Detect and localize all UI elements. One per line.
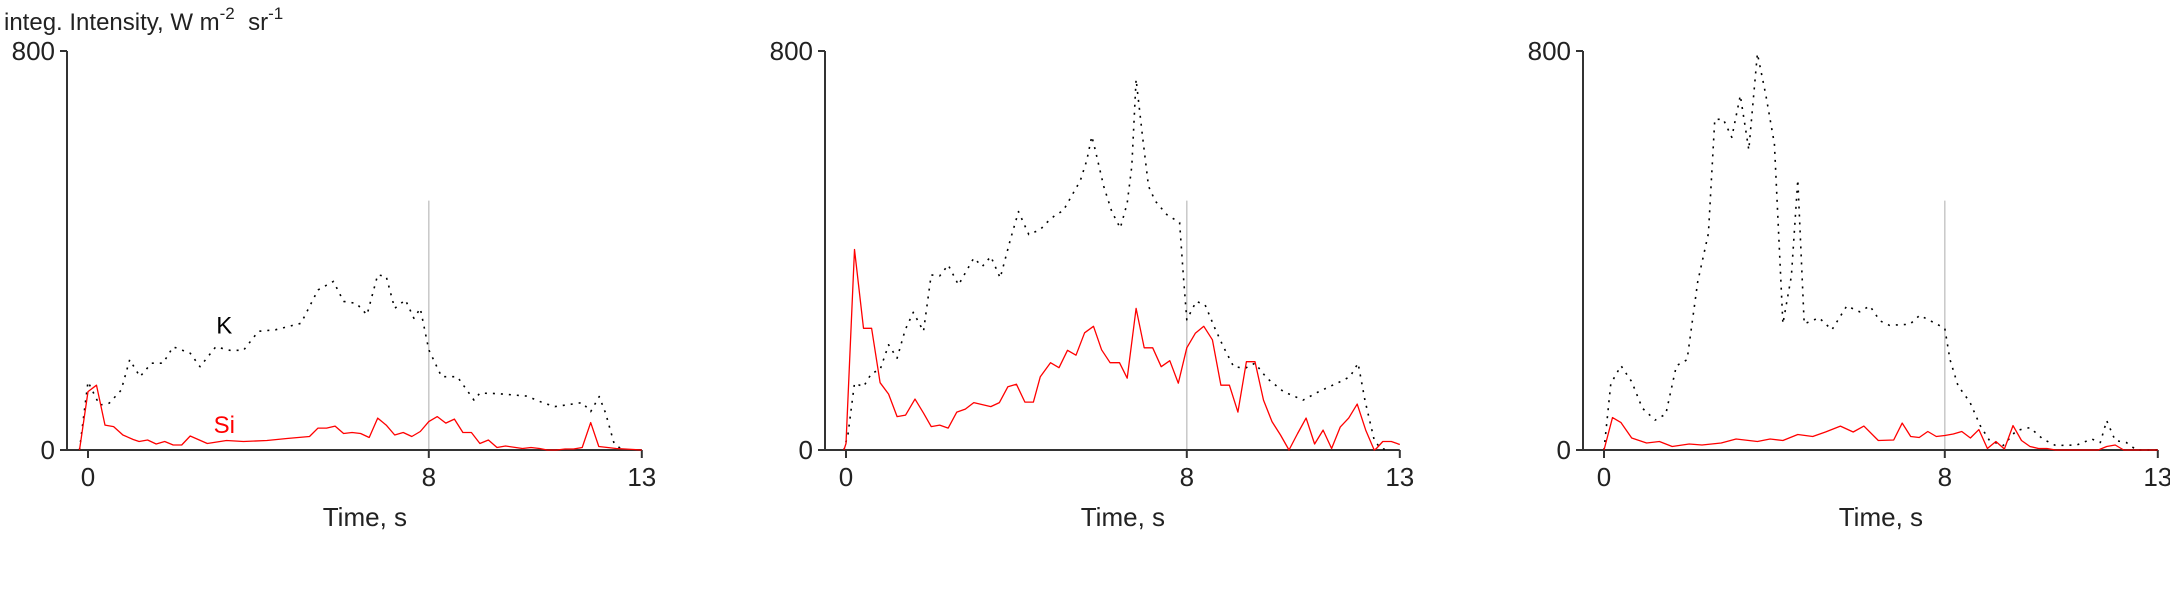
series-line-si <box>843 248 1401 451</box>
y-tick-label: 0 <box>1557 435 1571 465</box>
x-tick-label: 0 <box>81 462 95 492</box>
series-line-si <box>1603 416 2158 451</box>
series-line-si <box>78 384 642 451</box>
series-label-si: Si <box>214 412 235 439</box>
y-tick-label: 800 <box>1528 36 1571 66</box>
x-tick-label: 0 <box>839 462 853 492</box>
series-line-k <box>1603 52 2158 451</box>
y-tick-label: 800 <box>770 36 813 66</box>
x-tick-label: 8 <box>422 462 436 492</box>
panel-3: 0 800 0 8 13 Time, s <box>1528 36 2170 532</box>
y-axis-title: integ. Intensity, W m-2 sr-1 <box>4 4 283 36</box>
x-tick-label: 13 <box>627 462 656 492</box>
y-tick-label: 0 <box>41 435 55 465</box>
panel-1: 0 800 0 8 13 Time, s K Si <box>12 36 657 532</box>
series-line-k <box>78 274 624 451</box>
series-line-k <box>843 78 1390 451</box>
x-tick-label: 0 <box>1597 462 1611 492</box>
panel-2: 0 800 0 8 13 Time, s <box>770 36 1415 532</box>
x-axis-title: Time, s <box>1839 502 1923 532</box>
x-axis-title: Time, s <box>1081 502 1165 532</box>
y-tick-label: 800 <box>12 36 55 66</box>
x-tick-label: 13 <box>2143 462 2170 492</box>
y-tick-label: 0 <box>799 435 813 465</box>
x-tick-label: 8 <box>1180 462 1194 492</box>
x-tick-label: 8 <box>1938 462 1952 492</box>
x-axis-title: Time, s <box>323 502 407 532</box>
x-tick-label: 13 <box>1385 462 1414 492</box>
series-label-k: K <box>216 312 232 339</box>
